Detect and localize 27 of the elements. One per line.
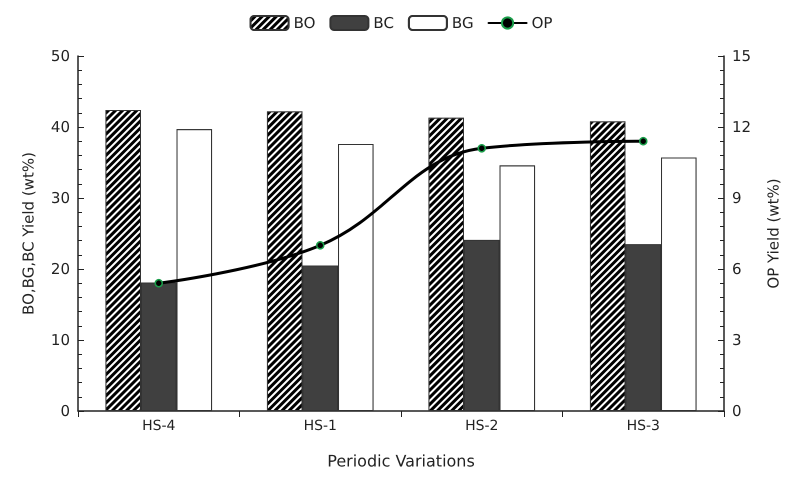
- y2-tick-label: 0: [732, 402, 742, 420]
- x-axis-title: Periodic Variations: [327, 452, 475, 470]
- y2-tick-label: 9: [732, 189, 742, 207]
- y2-tick-label: 15: [732, 47, 752, 65]
- point: [154, 278, 163, 288]
- y-tick-label: 10: [50, 331, 70, 349]
- x-tick-label: HS-1: [304, 418, 337, 434]
- point: [478, 144, 486, 153]
- point: [316, 241, 324, 250]
- y2-tick-label: 6: [732, 260, 742, 278]
- y-tick-label: 40: [50, 118, 70, 136]
- x-tick-label: HS-2: [465, 418, 498, 434]
- y-tick-label: 50: [50, 47, 70, 65]
- y-tick-label: 20: [50, 260, 70, 278]
- y2-tick-label: 3: [732, 331, 742, 349]
- legend-label: BG: [452, 14, 474, 32]
- x-tick-label: HS-4: [142, 418, 176, 434]
- x-tick-label: HS-3: [626, 418, 660, 434]
- y-axis-title: BO,BG,BC Yield (wt%): [20, 152, 38, 315]
- y-tick-label: 30: [50, 189, 70, 207]
- y-tick-label: 0: [60, 402, 70, 420]
- legend-label: BC: [373, 14, 394, 32]
- legend-label: OP: [532, 14, 552, 32]
- legend-label: BO: [294, 14, 316, 32]
- y2-axis-title: OP Yield (wt%): [764, 178, 782, 289]
- point: [639, 136, 648, 146]
- y2-tick-label: 12: [732, 118, 752, 136]
